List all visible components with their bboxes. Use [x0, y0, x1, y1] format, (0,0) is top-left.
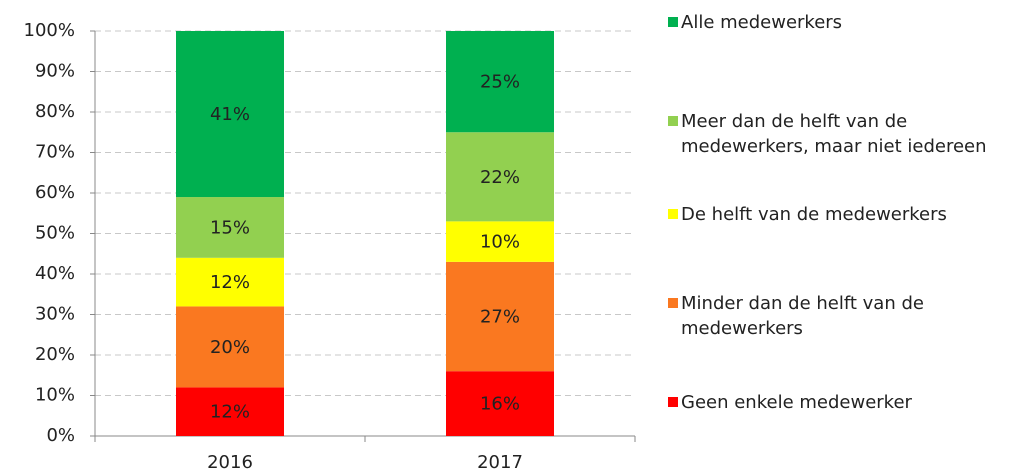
- legend-swatch: [668, 116, 678, 126]
- bar-segment: [446, 31, 554, 133]
- y-tick-label: 100%: [24, 20, 75, 41]
- legend-label: Minder dan de helft van de medewerkers: [681, 293, 924, 339]
- legend-label: Geen enkele medewerker: [681, 392, 912, 413]
- y-tick-label: 50%: [35, 223, 75, 244]
- bar-segment: [446, 221, 554, 262]
- legend-item: Alle medewerkers: [668, 10, 1014, 35]
- y-tick-label: 30%: [35, 304, 75, 325]
- legend-swatch: [668, 298, 678, 308]
- y-tick-label: 20%: [35, 344, 75, 365]
- data-label: 16%: [480, 394, 520, 415]
- legend-swatch: [668, 17, 678, 27]
- x-tick-label: 2017: [477, 452, 523, 472]
- data-label: 20%: [210, 337, 250, 358]
- legend-swatch: [668, 209, 678, 219]
- legend-item: De helft van de medewerkers: [668, 202, 1014, 227]
- legend-swatch: [668, 397, 678, 407]
- bar-segment: [446, 371, 554, 436]
- data-label: 10%: [480, 232, 520, 253]
- data-label: 25%: [480, 72, 520, 93]
- y-tick-label: 80%: [35, 101, 75, 122]
- legend-label: Alle medewerkers: [681, 12, 843, 33]
- bar-segment: [176, 197, 284, 258]
- legend-item: Geen enkele medewerker: [668, 390, 1014, 415]
- data-label: 22%: [480, 167, 520, 188]
- legend-label: Meer dan de helft van de medewerkers, ma…: [681, 111, 987, 157]
- bar-segment: [176, 306, 284, 388]
- y-tick-label: 70%: [35, 142, 75, 163]
- bar-segment: [176, 31, 284, 198]
- bar-segment: [176, 257, 284, 307]
- y-tick-label: 10%: [35, 385, 75, 406]
- x-tick-label: 2016: [207, 452, 253, 472]
- y-tick-label: 60%: [35, 182, 75, 203]
- data-label: 41%: [210, 104, 250, 125]
- data-label: 12%: [210, 402, 250, 423]
- y-tick-label: 0%: [46, 425, 75, 446]
- legend-label: De helft van de medewerkers: [681, 204, 947, 225]
- bar-segment: [446, 261, 554, 372]
- data-label: 12%: [210, 272, 250, 293]
- bar-segment: [176, 387, 284, 436]
- data-label: 15%: [210, 217, 250, 238]
- legend-item: Minder dan de helft van de medewerkers: [668, 291, 1014, 341]
- y-tick-label: 90%: [35, 61, 75, 82]
- bar-segment: [446, 132, 554, 222]
- legend-item: Meer dan de helft van de medewerkers, ma…: [668, 109, 1014, 159]
- y-tick-label: 40%: [35, 263, 75, 284]
- data-label: 27%: [480, 307, 520, 328]
